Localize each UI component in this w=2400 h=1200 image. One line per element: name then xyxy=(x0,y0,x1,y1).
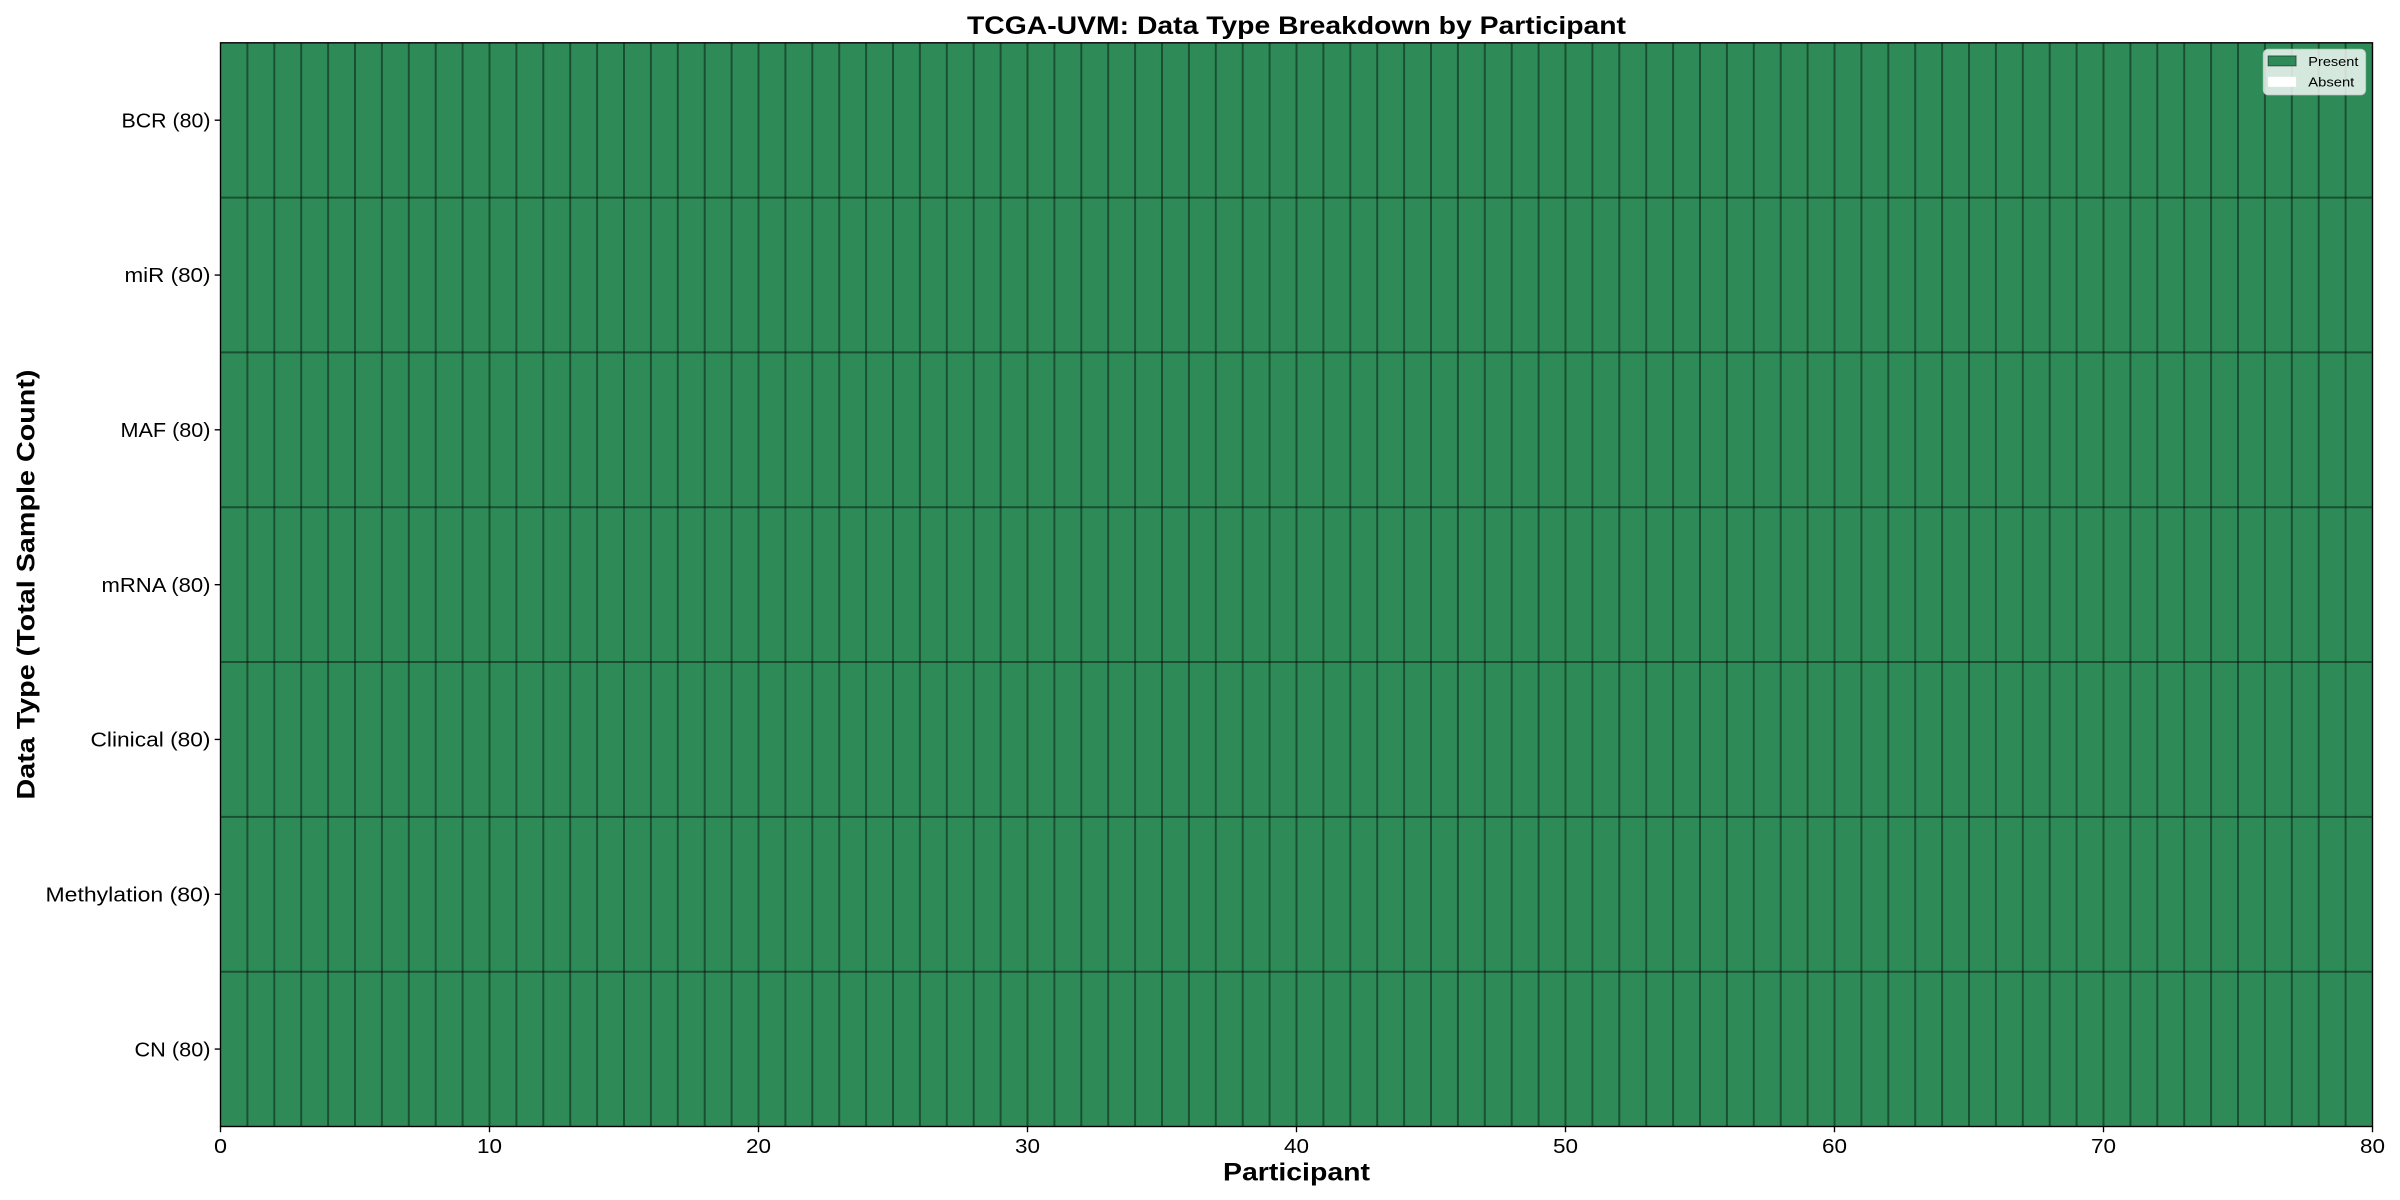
svg-text:50: 50 xyxy=(1553,1136,1578,1158)
svg-text:30: 30 xyxy=(1015,1136,1040,1158)
svg-text:Present: Present xyxy=(2308,54,2358,69)
svg-text:0: 0 xyxy=(214,1136,227,1158)
svg-text:60: 60 xyxy=(1822,1136,1847,1158)
svg-text:Data Type (Total Sample Count): Data Type (Total Sample Count) xyxy=(13,369,41,799)
svg-text:CN (80): CN (80) xyxy=(135,1039,211,1061)
svg-text:BCR (80): BCR (80) xyxy=(122,110,211,132)
svg-text:Absent: Absent xyxy=(2308,75,2354,90)
svg-text:mRNA (80): mRNA (80) xyxy=(102,575,211,597)
svg-text:80: 80 xyxy=(2360,1136,2385,1158)
svg-text:20: 20 xyxy=(746,1136,771,1158)
svg-text:70: 70 xyxy=(2091,1136,2116,1158)
svg-text:Clinical (80): Clinical (80) xyxy=(91,730,211,752)
svg-text:Methylation (80): Methylation (80) xyxy=(46,884,211,906)
svg-text:TCGA-UVM: Data Type Breakdown: TCGA-UVM: Data Type Breakdown by Partici… xyxy=(967,12,1627,40)
svg-text:Participant: Participant xyxy=(1223,1159,1371,1187)
svg-text:40: 40 xyxy=(1284,1136,1309,1158)
svg-text:MAF (80): MAF (80) xyxy=(121,420,211,442)
svg-text:miR (80): miR (80) xyxy=(125,265,211,287)
svg-text:10: 10 xyxy=(477,1136,502,1158)
